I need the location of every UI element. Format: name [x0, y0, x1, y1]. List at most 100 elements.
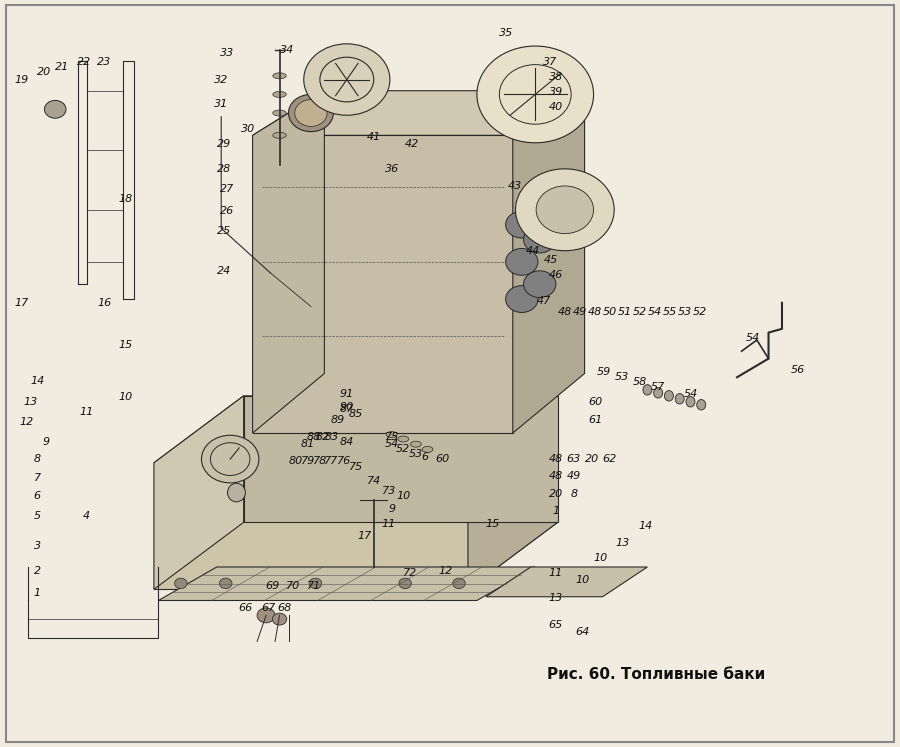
Text: 38: 38 [549, 72, 563, 82]
Text: 48: 48 [558, 308, 572, 317]
Text: 17: 17 [357, 530, 372, 541]
Text: 23: 23 [97, 58, 112, 67]
Text: 77: 77 [324, 456, 338, 466]
Text: 4: 4 [83, 512, 90, 521]
Circle shape [220, 578, 232, 589]
Text: 20: 20 [37, 67, 51, 77]
Text: 30: 30 [241, 125, 256, 134]
Ellipse shape [228, 483, 246, 502]
Text: 16: 16 [97, 298, 112, 308]
Text: 48: 48 [549, 471, 563, 481]
Text: 12: 12 [438, 565, 453, 576]
Text: 18: 18 [118, 193, 132, 204]
Circle shape [477, 46, 594, 143]
Text: 41: 41 [366, 131, 381, 142]
Text: 60: 60 [589, 397, 602, 407]
Text: 80: 80 [289, 456, 302, 466]
Polygon shape [468, 396, 558, 589]
Ellipse shape [664, 391, 673, 401]
Text: 52: 52 [692, 308, 706, 317]
Text: 25: 25 [217, 226, 231, 235]
Text: 12: 12 [20, 417, 33, 427]
Circle shape [309, 578, 321, 589]
Circle shape [453, 578, 465, 589]
Text: 13: 13 [23, 397, 37, 407]
Text: 59: 59 [598, 367, 611, 377]
Text: 10: 10 [118, 392, 132, 403]
Text: Рис. 60. Топливные баки: Рис. 60. Топливные баки [547, 667, 766, 682]
Text: 73: 73 [382, 486, 396, 496]
Text: 26: 26 [220, 206, 235, 217]
Text: 11: 11 [79, 407, 94, 418]
Text: 6: 6 [421, 452, 428, 462]
Circle shape [175, 578, 187, 589]
Ellipse shape [675, 394, 684, 404]
Text: 22: 22 [76, 58, 91, 67]
Text: 52: 52 [396, 444, 410, 454]
Ellipse shape [653, 388, 662, 398]
Text: 15: 15 [118, 340, 132, 350]
Text: 17: 17 [14, 298, 28, 308]
Text: 9: 9 [388, 504, 395, 514]
Circle shape [506, 211, 538, 238]
Text: 78: 78 [313, 456, 327, 466]
Text: 56: 56 [791, 365, 806, 375]
Text: 37: 37 [544, 58, 558, 67]
Text: 10: 10 [594, 553, 608, 563]
Text: 74: 74 [366, 477, 381, 486]
Text: 55: 55 [662, 308, 677, 317]
Ellipse shape [686, 397, 695, 407]
Text: 3: 3 [33, 541, 40, 551]
Polygon shape [253, 90, 585, 135]
Polygon shape [486, 567, 647, 597]
Text: 8: 8 [571, 489, 578, 499]
Circle shape [524, 226, 556, 253]
Text: 48: 48 [549, 454, 563, 464]
Text: 48: 48 [589, 308, 602, 317]
Text: 36: 36 [384, 164, 399, 174]
Text: 52: 52 [633, 308, 647, 317]
Text: 57: 57 [651, 382, 665, 392]
Text: 60: 60 [436, 454, 450, 464]
Ellipse shape [398, 436, 409, 442]
Text: 46: 46 [549, 270, 563, 280]
Circle shape [516, 169, 614, 251]
Text: 82: 82 [316, 432, 329, 441]
Polygon shape [154, 396, 558, 463]
Text: 35: 35 [499, 28, 513, 37]
Text: 54: 54 [384, 439, 399, 449]
Text: 54: 54 [746, 332, 760, 343]
Circle shape [506, 249, 538, 275]
Text: 91: 91 [339, 389, 354, 400]
Text: 24: 24 [217, 266, 231, 276]
Circle shape [524, 271, 556, 297]
Text: 87: 87 [339, 404, 354, 415]
Text: 14: 14 [31, 376, 44, 386]
Text: 75: 75 [384, 432, 399, 441]
Text: 51: 51 [617, 308, 632, 317]
Text: 10: 10 [576, 575, 590, 586]
Ellipse shape [386, 432, 397, 438]
Circle shape [202, 436, 259, 483]
Text: 20: 20 [549, 489, 563, 499]
Text: 34: 34 [280, 45, 293, 55]
Text: 42: 42 [405, 139, 419, 149]
Circle shape [289, 94, 333, 131]
Text: 75: 75 [348, 462, 363, 471]
Text: 70: 70 [286, 580, 300, 591]
Circle shape [506, 285, 538, 312]
Circle shape [273, 613, 287, 625]
Text: 85: 85 [348, 409, 363, 419]
Text: 11: 11 [549, 568, 563, 578]
Polygon shape [253, 135, 513, 433]
Text: 15: 15 [486, 519, 500, 529]
Text: 90: 90 [339, 402, 354, 412]
Text: 68: 68 [277, 603, 291, 613]
Circle shape [304, 44, 390, 115]
Text: 54: 54 [647, 308, 662, 317]
Text: 40: 40 [549, 102, 563, 112]
Polygon shape [154, 396, 244, 589]
Text: 31: 31 [214, 99, 229, 109]
Text: 29: 29 [217, 139, 231, 149]
Text: 62: 62 [603, 454, 616, 464]
